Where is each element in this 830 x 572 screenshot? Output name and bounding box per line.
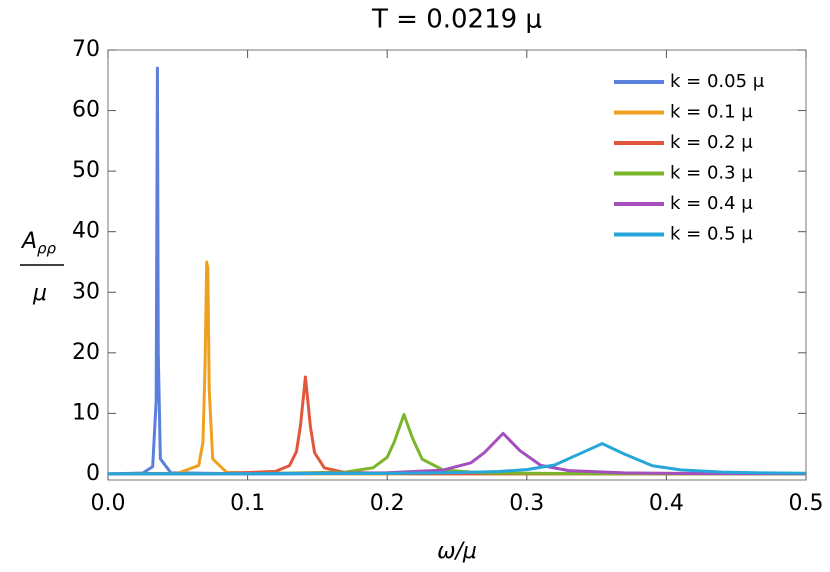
series-line [107,66,807,476]
x-axis-label: ω/μ [437,539,477,564]
legend: k = 0.05 μ k = 0.1 μ k = 0.2 μ k = 0.3 μ k =… [614,71,765,245]
x-tick-label: 0.5 [789,491,824,516]
legend-label: k = 0.2 μ [670,132,753,153]
chart-title: T = 0.0219 μ [371,5,542,35]
x-tick-label: 0.2 [370,491,405,516]
x-tick-label: 0.3 [509,491,544,516]
y-tick-label: 30 [72,279,100,304]
y-tick-label: 0 [86,461,100,486]
series-line [107,442,807,476]
y-label-subscript: ρρ [37,240,57,258]
series-line [107,260,807,476]
legend-label: k = 0.5 μ [670,224,753,245]
legend-label: k = 0.05 μ [670,71,765,92]
legend-label: k = 0.4 μ [670,193,753,214]
y-tick-label: 40 [72,219,100,244]
legend-label: k = 0.1 μ [670,102,753,123]
x-tick-label: 0.1 [230,491,265,516]
y-tick-label: 50 [72,158,100,183]
x-tick-label: 0.4 [649,491,684,516]
y-tick-label: 70 [72,37,100,62]
y-label-numerator: A [20,229,37,254]
y-axis-label: A ρρ μ [20,229,64,306]
y-tick-label: 20 [72,340,100,365]
plot-frame [107,49,807,481]
y-tick-label: 60 [72,98,100,123]
y-label-denominator: μ [32,281,47,306]
y-tick-label: 10 [72,400,100,425]
x-tick-label: 0.0 [91,491,126,516]
legend-label: k = 0.3 μ [670,163,753,184]
